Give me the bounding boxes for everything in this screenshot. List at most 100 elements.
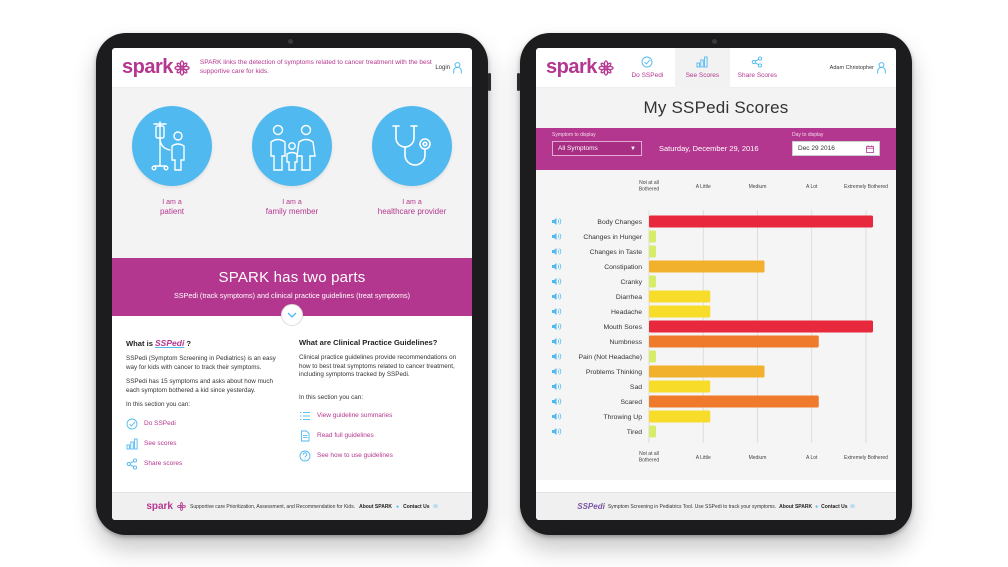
contact-us-link[interactable]: Contact Us xyxy=(821,503,848,510)
header: spark SPARK links the detection of sympt… xyxy=(112,48,472,88)
scale-label-top: Extremely Bothered xyxy=(844,184,888,190)
link-label: See how to use guidelines xyxy=(317,451,393,459)
score-bar xyxy=(649,305,711,318)
nav-do-sspedi[interactable]: Do SSPedi xyxy=(620,48,675,88)
info-icon: ● xyxy=(815,503,819,510)
login-link[interactable]: Login xyxy=(435,61,462,74)
speaker-icon xyxy=(552,398,557,405)
symptom-label: Numbness xyxy=(610,339,643,346)
contact-us-link[interactable]: Contact Us xyxy=(403,503,430,510)
sspedi-description: SSPedi (Symptom Screening in Pediatrics)… xyxy=(126,355,276,371)
spark-logo[interactable]: spark xyxy=(546,56,614,79)
score-bar xyxy=(649,425,656,438)
see-scores-link[interactable]: See scores xyxy=(126,438,285,450)
heading-prefix: What is xyxy=(126,338,154,348)
help-circle-icon xyxy=(299,450,311,462)
about-spark-link[interactable]: About SPARK xyxy=(779,503,813,510)
role-selector: I am a patient xyxy=(112,88,472,258)
score-bar xyxy=(649,290,711,303)
guidelines-column: What are Clinical Practice Guidelines? C… xyxy=(299,338,458,478)
role-circle xyxy=(372,106,452,186)
footer-logo: spark xyxy=(146,501,173,512)
speaker-icon xyxy=(552,248,557,255)
role-family-member[interactable]: I am a family member xyxy=(252,106,332,217)
section-intro: In this section you can: xyxy=(126,401,191,409)
link-label: Share scores xyxy=(144,459,183,467)
how-to-use-guidelines-link[interactable]: See how to use guidelines xyxy=(299,450,458,462)
role-patient[interactable]: I am a patient xyxy=(132,106,212,217)
spark-flower-icon xyxy=(174,59,190,76)
sspedi-column: What is SSPedi ? SSPedi (Symptom Screeni… xyxy=(126,338,285,478)
role-caption: I am a family member xyxy=(252,198,332,217)
view-guideline-summaries-link[interactable]: View guideline summaries xyxy=(299,410,458,422)
score-bar xyxy=(649,365,765,378)
user-icon xyxy=(877,61,886,73)
scores-chart: Not at all Bothered Not at all Bothered A Li… xyxy=(536,170,896,480)
do-sspedi-link[interactable]: Do SSPedi xyxy=(126,418,285,430)
role-line1: I am a xyxy=(402,199,422,206)
tablet-left: spark SPARK links the detection of sympt… xyxy=(96,33,491,535)
role-line2: healthcare provider xyxy=(377,207,447,217)
nav-label: Do SSPedi xyxy=(631,72,664,79)
score-bar xyxy=(649,260,765,273)
camera xyxy=(712,39,717,44)
link-label: Read full guidelines xyxy=(317,431,374,439)
nav-see-scores[interactable]: See Scores xyxy=(674,48,730,88)
role-healthcare-provider[interactable]: I am a healthcare provider xyxy=(372,106,452,217)
speaker-icon xyxy=(552,218,557,225)
score-bar xyxy=(649,335,819,348)
page-title: My SSPedi Scores xyxy=(536,88,896,128)
role-circle xyxy=(132,106,212,186)
guidelines-description: Clinical practice guidelines provide rec… xyxy=(299,354,457,379)
speaker-icon xyxy=(552,233,557,240)
symptom-label: Headache xyxy=(611,309,642,316)
sspedi-logo: SSPedi xyxy=(155,338,185,348)
scale-label-bottom: Not at all Bothered xyxy=(639,451,660,464)
banner-subtitle: SSPedi (track symptoms) and clinical pra… xyxy=(173,291,411,300)
sspedi-heading: What is SSPedi ? xyxy=(126,338,285,349)
info-icon: ● xyxy=(396,503,400,510)
scale-label-top: A Lot xyxy=(806,184,818,190)
banner-title: SPARK has two parts xyxy=(218,269,366,286)
sspedi-scores-screen: spark Do SSPedi xyxy=(536,48,896,520)
side-button xyxy=(517,73,520,91)
share-scores-link[interactable]: Share scores xyxy=(126,458,285,470)
spark-logo[interactable]: spark xyxy=(122,56,190,79)
score-bar xyxy=(649,380,711,393)
symptom-label: Diarrhea xyxy=(616,294,642,301)
logo-text: spark xyxy=(546,56,597,78)
nav-share-scores[interactable]: Share Scores xyxy=(730,48,785,88)
day-picker-value: Dec 29 2016 xyxy=(798,145,835,152)
speaker-icon xyxy=(552,428,557,435)
sound-wave-icon xyxy=(557,323,562,330)
tagline: SPARK links the detection of symptoms re… xyxy=(199,59,432,75)
score-bar xyxy=(649,245,656,258)
role-circle xyxy=(252,106,332,186)
symptom-label: Pain (Not Headache) xyxy=(579,354,642,361)
about-spark-link[interactable]: About SPARK xyxy=(359,503,393,510)
user-name: Adam Christopher xyxy=(829,64,874,71)
symptom-select[interactable]: All Symptoms ▼ xyxy=(552,141,642,156)
score-bar xyxy=(649,395,819,408)
read-full-guidelines-link[interactable]: Read full guidelines xyxy=(299,430,458,442)
bar-chart-icon xyxy=(126,438,138,450)
day-picker[interactable]: Dec 29 2016 xyxy=(792,141,880,156)
sound-wave-icon xyxy=(557,308,562,315)
sound-wave-icon xyxy=(557,368,562,375)
scale-label-bottom: Extremely Bothered xyxy=(844,455,888,461)
caret-down-icon: ▼ xyxy=(630,145,636,152)
symptom-label: Changes in Hunger xyxy=(583,234,642,241)
patient-iv-icon xyxy=(151,121,185,171)
scroll-down-button[interactable] xyxy=(281,304,303,326)
spark-home-screen: spark SPARK links the detection of sympt… xyxy=(112,48,472,520)
header: spark Do SSPedi xyxy=(536,48,896,88)
sound-wave-icon xyxy=(557,293,562,300)
sound-wave-icon xyxy=(557,278,562,285)
footer-text: Symptom Screening in Pediatrics Tool. Us… xyxy=(607,503,777,510)
symptom-select-value: All Symptoms xyxy=(558,145,598,152)
tablet-right: spark Do SSPedi xyxy=(517,33,912,535)
user-menu[interactable]: Adam Christopher xyxy=(829,61,886,74)
login-label: Login xyxy=(435,64,450,71)
link-label: View guideline summaries xyxy=(317,411,393,419)
speaker-icon xyxy=(552,278,557,285)
